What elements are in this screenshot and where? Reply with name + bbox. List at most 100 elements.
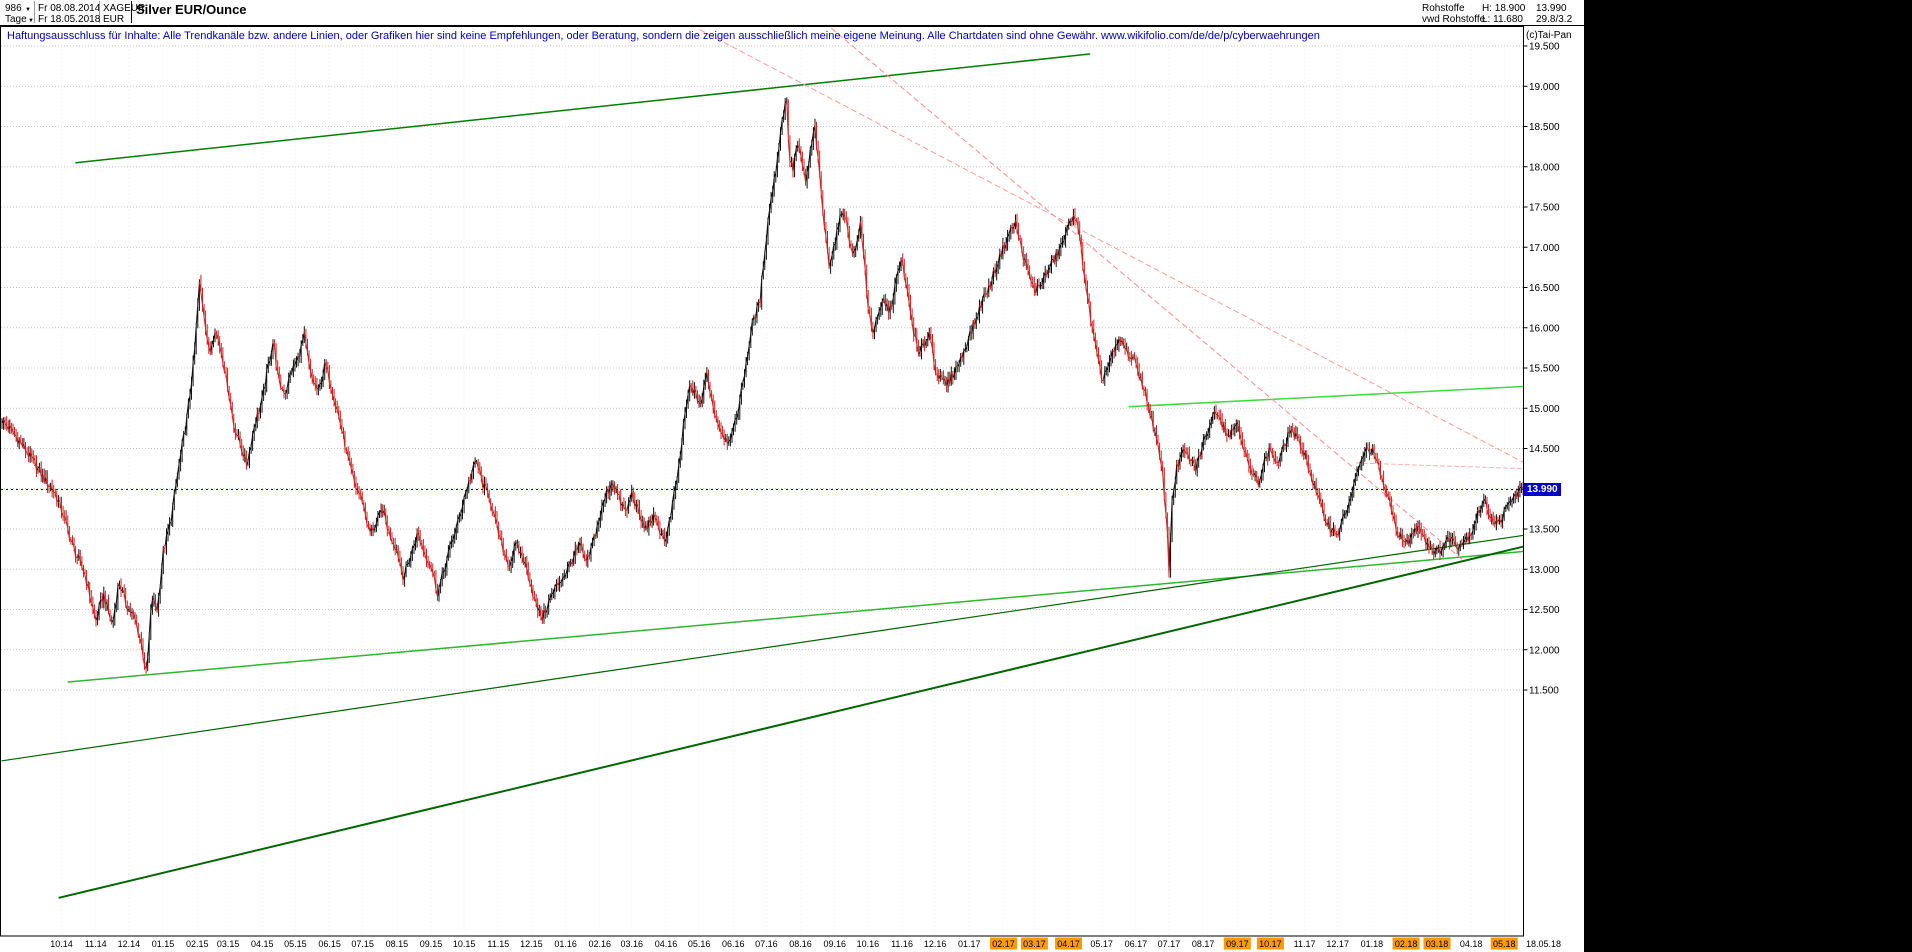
x-label-highlight	[1490, 937, 1518, 950]
x-tick-label: 05.18	[1493, 939, 1516, 949]
bars-count-dropdown[interactable]: 986	[5, 3, 22, 14]
short-dashed-resistance	[1355, 462, 1524, 470]
long-support-trendline	[58, 545, 1524, 899]
quote-source: vwd Rohstoffe	[1422, 14, 1486, 25]
x-tick-label: 04.15	[251, 939, 274, 949]
y-tick-label: 11.500	[1529, 686, 1559, 697]
downtrend-dashed-line-1	[699, 29, 1524, 463]
quote-extra: 29.8/3.2	[1536, 14, 1573, 25]
x-label-highlight	[1055, 937, 1083, 950]
x-tick-label: 04.17	[1057, 939, 1080, 949]
x-tick-label: 11.17	[1294, 939, 1316, 949]
x-tick-label: 02.16	[589, 939, 612, 949]
x-tick-label: 12.15	[520, 939, 543, 949]
currency-label: EUR	[103, 14, 125, 25]
quote-high: H: 18.900	[1482, 3, 1526, 14]
x-tick-label: 11.16	[891, 939, 913, 949]
last-date-label: 18.05.18	[1526, 939, 1562, 949]
downtrend-dashed-line-2	[830, 27, 1464, 561]
x-tick-label: 06.17	[1125, 939, 1148, 949]
upper-channel-trendline	[75, 53, 1091, 164]
dropdown-arrow-icon[interactable]: ▼	[25, 7, 31, 13]
quote-last: 13.990	[1536, 3, 1567, 14]
x-label-highlight	[989, 937, 1017, 950]
x-tick-label: 01.17	[958, 939, 981, 949]
chart-panel: 986 ▼ Fr 08.08.2014 XAGEUR Silver EUR/Ou…	[0, 0, 1584, 952]
y-tick-label: 15.000	[1529, 404, 1560, 415]
x-tick-label: 07.17	[1158, 939, 1181, 949]
header-divider	[131, 1, 132, 23]
x-tick-label: 10.15	[453, 939, 476, 949]
x-tick-label: 02.18	[1395, 939, 1418, 949]
x-tick-label: 12.17	[1326, 939, 1349, 949]
x-tick-label: 08.16	[789, 939, 812, 949]
x-tick-label: 10.14	[50, 939, 73, 949]
x-tick-label: 12.14	[118, 939, 141, 949]
x-tick-label: 04.16	[655, 939, 678, 949]
x-tick-label: 09.16	[823, 939, 846, 949]
symbol-label: XAGEUR	[103, 3, 146, 14]
x-tick-label: 02.15	[186, 939, 209, 949]
secondary-support-trendline	[1, 534, 1524, 762]
x-tick-label: 03.16	[621, 939, 644, 949]
y-tick-label: 16.500	[1529, 283, 1560, 294]
x-label-highlight	[1392, 937, 1420, 950]
copyright-label: (c)Tai-Pan	[1526, 30, 1572, 41]
start-date-field[interactable]: Fr 08.08.2014	[38, 3, 101, 14]
x-tick-label: 03.18	[1426, 939, 1449, 949]
x-tick-label: 07.16	[755, 939, 778, 949]
x-tick-label: 11.14	[85, 939, 107, 949]
price-bars-down	[3, 99, 1524, 674]
quote-low: L: 11.680	[1482, 14, 1523, 25]
toolbar: 986 ▼ Fr 08.08.2014 XAGEUR Silver EUR/Ou…	[0, 0, 1584, 26]
x-tick-label: 05.16	[688, 939, 711, 949]
dropdown-arrow-icon[interactable]: ▼	[28, 18, 34, 24]
header-divider	[34, 1, 35, 23]
y-tick-label: 18.000	[1529, 162, 1560, 173]
y-tick-label: 12.000	[1529, 645, 1560, 656]
empty-right-region	[1584, 0, 1912, 952]
x-tick-label: 07.15	[351, 939, 374, 949]
chart-area: 19.500 19.000 18.500 18.000 17.500 17.000 16.5…	[0, 26, 1584, 952]
x-tick-label: 01.18	[1361, 939, 1384, 949]
price-chart[interactable]: 19.500 19.000 18.500 18.000 17.500 17.000 16.5…	[0, 26, 1584, 952]
x-tick-label: 04.18	[1460, 939, 1483, 949]
x-tick-label: 05.17	[1090, 939, 1113, 949]
x-tick-label: 10.16	[857, 939, 880, 949]
end-date-field[interactable]: Fr 18.05.2018	[38, 14, 101, 25]
x-tick-label: 03.15	[217, 939, 240, 949]
y-tick-label: 15.500	[1529, 364, 1560, 375]
x-label-highlight	[1020, 937, 1048, 950]
lower-channel-trendline	[67, 550, 1524, 683]
x-tick-label: 03.17	[1023, 939, 1046, 949]
y-tick-label: 17.500	[1529, 203, 1560, 214]
y-tick-label: 18.500	[1529, 122, 1560, 133]
header-divider	[99, 1, 100, 23]
x-tick-label: 02.17	[992, 939, 1015, 949]
period-dropdown[interactable]: Tage	[5, 14, 27, 25]
x-tick-label: 05.15	[284, 939, 307, 949]
chart-title: Silver EUR/Ounce	[136, 2, 247, 17]
price-bars-up	[1, 97, 1522, 672]
x-label-highlight	[1256, 937, 1284, 950]
x-tick-label: 09.15	[420, 939, 443, 949]
y-tick-label: 13.500	[1529, 525, 1560, 536]
y-tick-label: 17.000	[1529, 243, 1560, 254]
x-tick-label: 08.15	[386, 939, 409, 949]
x-label-highlight	[1423, 937, 1451, 950]
x-tick-label: 01.16	[554, 939, 577, 949]
x-tick-label: 06.16	[722, 939, 745, 949]
x-tick-label: 06.15	[318, 939, 341, 949]
right-resistance-trendline	[1128, 385, 1524, 408]
y-tick-label: 13.000	[1529, 565, 1560, 576]
x-tick-label: 01.15	[152, 939, 175, 949]
x-tick-label: 08.17	[1192, 939, 1215, 949]
y-tick-label: 19.000	[1529, 82, 1560, 93]
x-label-highlight	[1223, 937, 1251, 950]
y-tick-label: 14.500	[1529, 444, 1560, 455]
plot-border	[0, 26, 1524, 937]
y-tick-label: 19.500	[1529, 42, 1560, 53]
last-price-tag: 13.990	[1524, 482, 1561, 496]
x-tick-label: 09.17	[1226, 939, 1249, 949]
y-tick-label: 12.500	[1529, 605, 1560, 616]
